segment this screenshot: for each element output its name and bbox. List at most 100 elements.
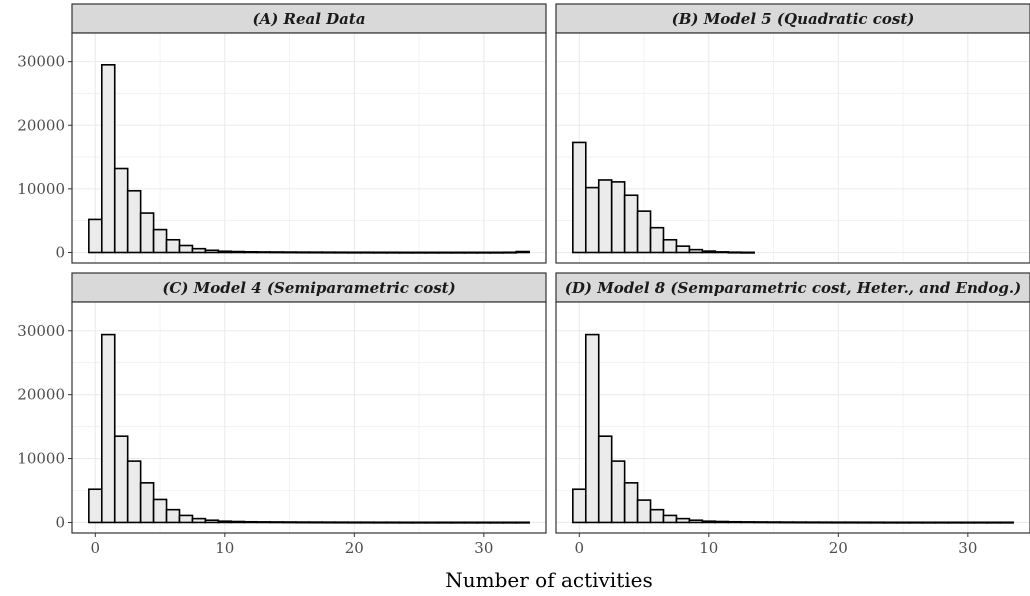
histogram-bar [636, 210, 652, 254]
histogram-bar [295, 251, 310, 254]
panels: (A) Real Data (B) Model 5 (Quadratic cost… [71, 3, 1030, 534]
x-tick-label: 0 [91, 539, 101, 557]
histogram-bar [139, 482, 155, 524]
histogram-bar [334, 251, 349, 254]
histogram-bar [714, 520, 730, 524]
histogram-bar [217, 250, 233, 254]
histogram-bar [805, 521, 820, 524]
histogram-bar [282, 251, 297, 254]
histogram-bar [204, 249, 220, 254]
panel-strip [71, 272, 547, 303]
histogram-bar [450, 251, 466, 254]
histogram-bar [152, 228, 168, 254]
panel-border [71, 32, 547, 264]
panel-title: (D) Model 8 (Semparametric cost, Heter.,… [565, 279, 1021, 297]
panel-title: (C) Model 4 (Semiparametric cost) [162, 279, 455, 297]
panel-strip [71, 3, 547, 34]
histogram-bar [360, 521, 375, 524]
histogram-bar [398, 251, 414, 254]
histogram-bar [636, 499, 652, 524]
histogram-bar [675, 245, 691, 254]
histogram-bar [243, 251, 258, 254]
histogram-bar [947, 521, 963, 524]
histogram-bar [584, 333, 600, 524]
histogram-bar [675, 517, 691, 524]
histogram-bar [753, 521, 768, 524]
y-tick-label: 0 [55, 513, 65, 531]
y-tick-label: 0 [55, 244, 65, 262]
histogram-bar [727, 251, 742, 254]
x-axis-title: Number of activities [445, 568, 653, 592]
histogram-bar [411, 521, 427, 524]
histogram-bar [597, 179, 613, 254]
bars [88, 64, 530, 254]
histogram-bar [230, 520, 246, 524]
histogram-bar [502, 521, 518, 524]
histogram-bar [740, 521, 755, 524]
histogram-bar [610, 460, 626, 524]
histogram-bar [88, 218, 103, 254]
histogram-bar [178, 244, 194, 254]
x-tick-label: 30 [474, 539, 493, 557]
panel-border [555, 32, 1030, 264]
histogram-bar [584, 186, 600, 254]
x-axes: 0 10 20 30 0 10 20 30 [91, 533, 977, 557]
histogram-bar [424, 251, 440, 254]
histogram-bar [113, 167, 129, 254]
histogram-bar [986, 521, 1002, 524]
histogram-bar [152, 498, 168, 524]
histogram-bar [269, 521, 284, 524]
panel-0: (A) Real Data [71, 3, 547, 264]
histogram-bar [372, 521, 388, 524]
histogram-bar [334, 521, 349, 524]
panel-2: (C) Model 4 (Semiparametric cost) [71, 272, 547, 534]
panel-border [555, 301, 1030, 534]
bars [572, 141, 755, 254]
histogram-bar [100, 333, 116, 524]
histogram-bar [321, 521, 336, 524]
histogram-bar [321, 251, 336, 254]
histogram-bar [204, 519, 220, 524]
histogram-bar [844, 521, 859, 524]
y-tick-label: 30000 [17, 322, 65, 340]
histogram-bar [411, 251, 427, 254]
histogram-bar [895, 521, 911, 524]
histogram-bar [191, 247, 207, 254]
histogram-bar [88, 488, 103, 524]
histogram-bar [597, 435, 613, 524]
histogram-bar [269, 251, 284, 254]
histogram-bar [727, 520, 742, 524]
histogram-bar [347, 521, 362, 524]
histogram-bar [572, 141, 587, 254]
histogram-bar [450, 521, 466, 524]
histogram-bar [347, 251, 362, 254]
panel-title: (B) Model 5 (Quadratic cost) [672, 10, 915, 28]
histogram-bar [282, 521, 297, 524]
histogram-bar [572, 488, 587, 524]
histogram-bar [243, 520, 258, 524]
y-tick-label: 20000 [17, 116, 65, 134]
histogram-bar [489, 251, 505, 254]
histogram-bar [178, 514, 194, 524]
histogram-bar [256, 251, 271, 254]
histogram-bar [100, 64, 116, 254]
histogram-bar [792, 521, 807, 524]
histogram-bar [701, 520, 717, 524]
panel-title: (A) Real Data [252, 10, 365, 28]
histogram-bar [921, 521, 937, 524]
histogram-bar [973, 521, 989, 524]
histogram-bar [960, 521, 976, 524]
histogram-bar [295, 521, 310, 524]
histogram-bar [489, 521, 505, 524]
histogram-bar [398, 521, 414, 524]
x-tick-label: 0 [575, 539, 585, 557]
histogram-bar [818, 521, 833, 524]
histogram-bar [856, 521, 872, 524]
panel-strip [555, 3, 1030, 34]
histogram-bar [256, 521, 271, 524]
histogram-bar [999, 521, 1014, 524]
histogram-bar [515, 521, 530, 524]
y-tick-label: 30000 [17, 53, 65, 71]
histogram-bar [515, 250, 530, 254]
